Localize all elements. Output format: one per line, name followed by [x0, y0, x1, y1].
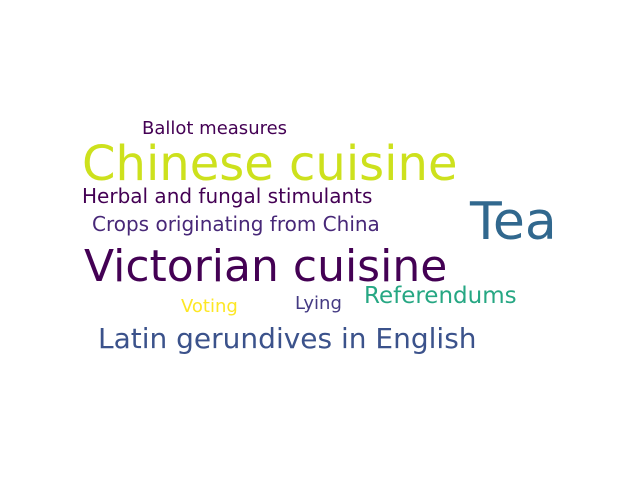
- word-ballot-measures: Ballot measures: [142, 118, 288, 139]
- word-victorian-cuisine: Victorian cuisine: [84, 241, 448, 292]
- word-herbal-stimulants: Herbal and fungal stimulants: [82, 184, 373, 208]
- word-voting: Voting: [181, 296, 238, 317]
- word-lying: Lying: [295, 293, 342, 314]
- word-tea: Tea: [470, 192, 557, 252]
- word-crops-china: Crops originating from China: [92, 212, 380, 236]
- word-referendums: Referendums: [364, 283, 517, 309]
- word-latin-gerundives: Latin gerundives in English: [98, 322, 477, 355]
- word-chinese-cuisine: Chinese cuisine: [82, 136, 458, 192]
